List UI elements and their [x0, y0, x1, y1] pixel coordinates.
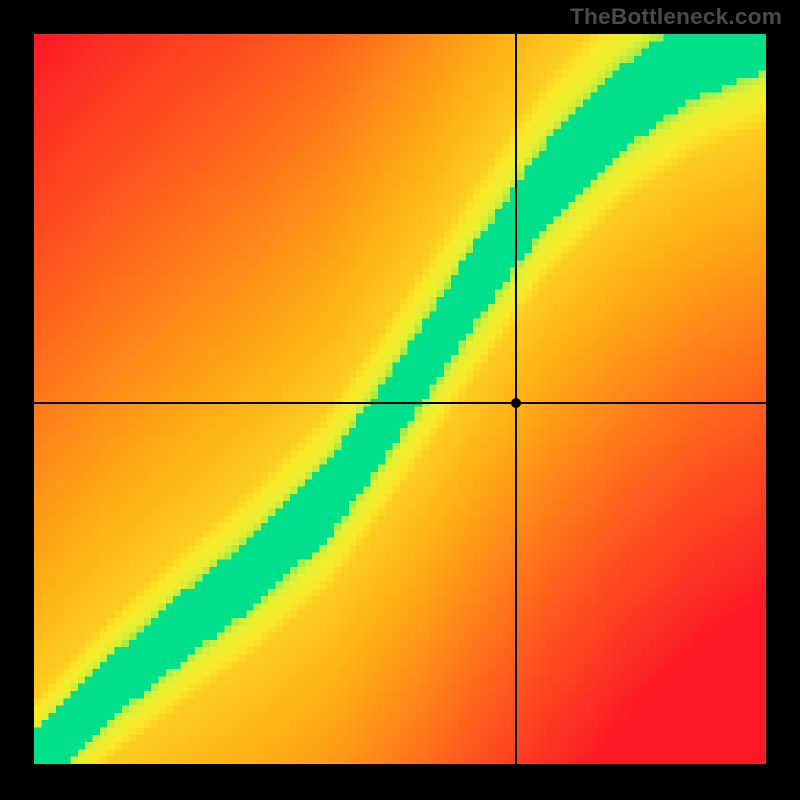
bottleneck-heatmap — [34, 34, 766, 764]
watermark-text: TheBottleneck.com — [570, 4, 782, 30]
chart-container: TheBottleneck.com — [0, 0, 800, 800]
crosshair-marker-dot — [511, 398, 521, 408]
crosshair-horizontal-line — [34, 402, 766, 404]
